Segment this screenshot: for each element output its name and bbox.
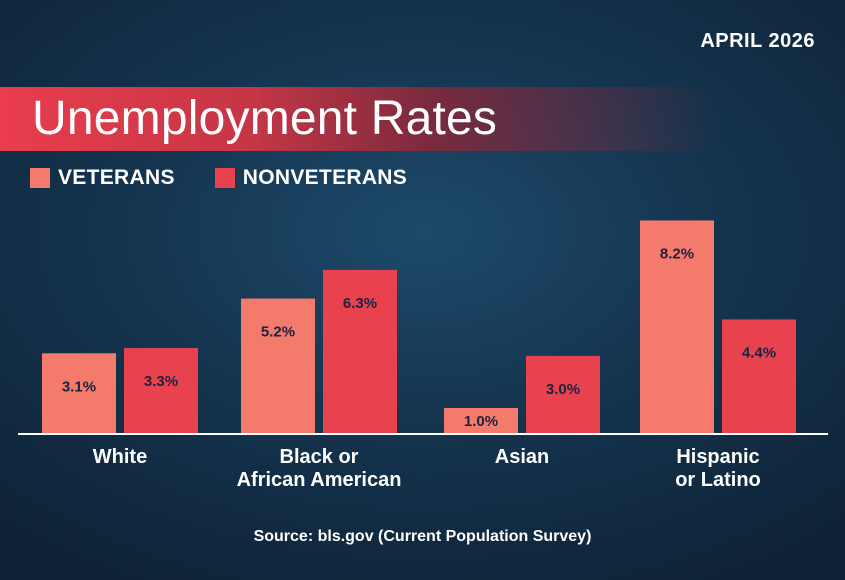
legend-swatch-veterans bbox=[30, 168, 50, 188]
legend-item-veterans: VETERANS bbox=[30, 166, 175, 190]
category-label-3-0: Hispanic bbox=[676, 446, 759, 468]
source-note: Source: bls.gov (Current Population Surv… bbox=[253, 528, 592, 545]
bar-nonveterans-1 bbox=[323, 269, 397, 434]
legend-item-nonveterans: NONVETERANS bbox=[214, 166, 408, 190]
category-label-1-0: Black or bbox=[280, 446, 359, 468]
bar-veterans-3 bbox=[640, 220, 714, 434]
bar-value-label-nonveterans-1: 6.3% bbox=[343, 295, 377, 312]
bar-value-label-veterans-0: 3.1% bbox=[62, 378, 96, 395]
bar-nonveterans-0 bbox=[124, 348, 198, 434]
bar-veterans-1 bbox=[241, 298, 315, 434]
category-label-2-0: Asian bbox=[495, 446, 549, 468]
legend: VETERANS NONVETERANS bbox=[30, 166, 447, 190]
category-label-3-1: or Latino bbox=[675, 469, 761, 491]
bar-nonveterans-2 bbox=[526, 355, 600, 434]
legend-label-nonveterans: NONVETERANS bbox=[242, 166, 408, 189]
bar-value-label-nonveterans-0: 3.3% bbox=[144, 373, 178, 390]
bar-value-label-nonveterans-2: 3.0% bbox=[546, 381, 580, 398]
legend-label-veterans: VETERANS bbox=[58, 166, 175, 189]
bar-value-label-nonveterans-3: 4.4% bbox=[742, 344, 776, 361]
title-band bbox=[0, 87, 720, 151]
report-date: APRIL 2026 bbox=[700, 30, 815, 52]
category-label-1-1: African American bbox=[237, 469, 402, 491]
bar-value-label-veterans-1: 5.2% bbox=[261, 324, 295, 341]
category-label-0-0: White bbox=[93, 446, 147, 468]
bar-veterans-0 bbox=[42, 353, 116, 434]
bar-value-label-veterans-3: 8.2% bbox=[660, 245, 694, 262]
chart-title: Unemployment Rates bbox=[32, 92, 498, 145]
bar-value-label-veterans-2: 1.0% bbox=[464, 413, 498, 430]
legend-swatch-nonveterans bbox=[214, 168, 235, 188]
bar-veterans-2 bbox=[444, 407, 518, 434]
bar-nonveterans-3 bbox=[722, 319, 796, 434]
